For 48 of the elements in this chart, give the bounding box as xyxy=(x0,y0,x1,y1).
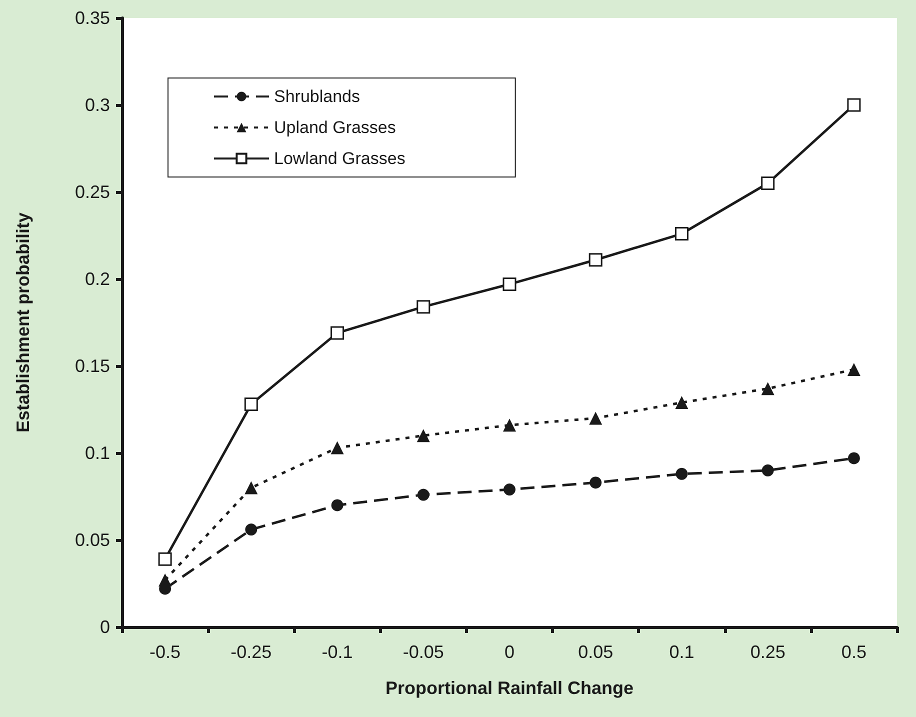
x-tick-label: 0 xyxy=(504,642,515,662)
point xyxy=(674,227,688,241)
point xyxy=(848,452,860,464)
y-tick-label: 0.15 xyxy=(74,356,110,376)
x-tick-label: -0.1 xyxy=(322,642,353,662)
y-tick-label: 0.25 xyxy=(74,182,110,202)
point xyxy=(502,277,516,291)
x-tick-label: -0.5 xyxy=(150,642,181,662)
point xyxy=(416,300,430,314)
point xyxy=(244,398,258,412)
legend-label: Lowland Grasses xyxy=(274,149,406,168)
point xyxy=(244,481,258,494)
x-tick-label: -0.05 xyxy=(402,642,444,662)
x-tick-label: -0.25 xyxy=(230,642,272,662)
point xyxy=(761,382,774,396)
point xyxy=(590,476,602,489)
y-axis-title: Establishment probability xyxy=(13,212,33,433)
x-tick-label: 0.05 xyxy=(578,642,614,662)
y-tick-label: 0.05 xyxy=(74,530,110,550)
x-tick-label: 0.5 xyxy=(841,642,866,662)
x-tick-label: 0.25 xyxy=(750,642,786,662)
point xyxy=(158,574,172,587)
point xyxy=(417,488,430,501)
y-tick-label: 0.3 xyxy=(84,95,110,115)
x-tick-label: 0.1 xyxy=(669,642,694,662)
point xyxy=(245,524,258,536)
point xyxy=(847,98,861,112)
point xyxy=(416,429,430,442)
y-tick-label: 0.35 xyxy=(74,8,110,28)
point xyxy=(331,499,344,512)
point xyxy=(676,468,688,480)
point xyxy=(158,552,172,566)
point xyxy=(847,362,860,376)
point xyxy=(675,396,688,410)
point xyxy=(588,253,602,267)
point xyxy=(589,412,602,425)
point xyxy=(330,326,344,340)
legend-label: Upland Grasses xyxy=(274,118,396,137)
point xyxy=(504,484,516,496)
y-tick-label: 0 xyxy=(100,617,110,637)
x-axis-title: Proportional Rainfall Change xyxy=(385,678,634,698)
legend-label: Shrublands xyxy=(274,87,360,106)
point xyxy=(762,464,774,476)
point xyxy=(761,176,775,190)
point xyxy=(503,418,516,432)
y-tick-label: 0.2 xyxy=(84,269,110,289)
y-tick-label: 0.1 xyxy=(84,443,110,463)
point xyxy=(330,441,344,454)
